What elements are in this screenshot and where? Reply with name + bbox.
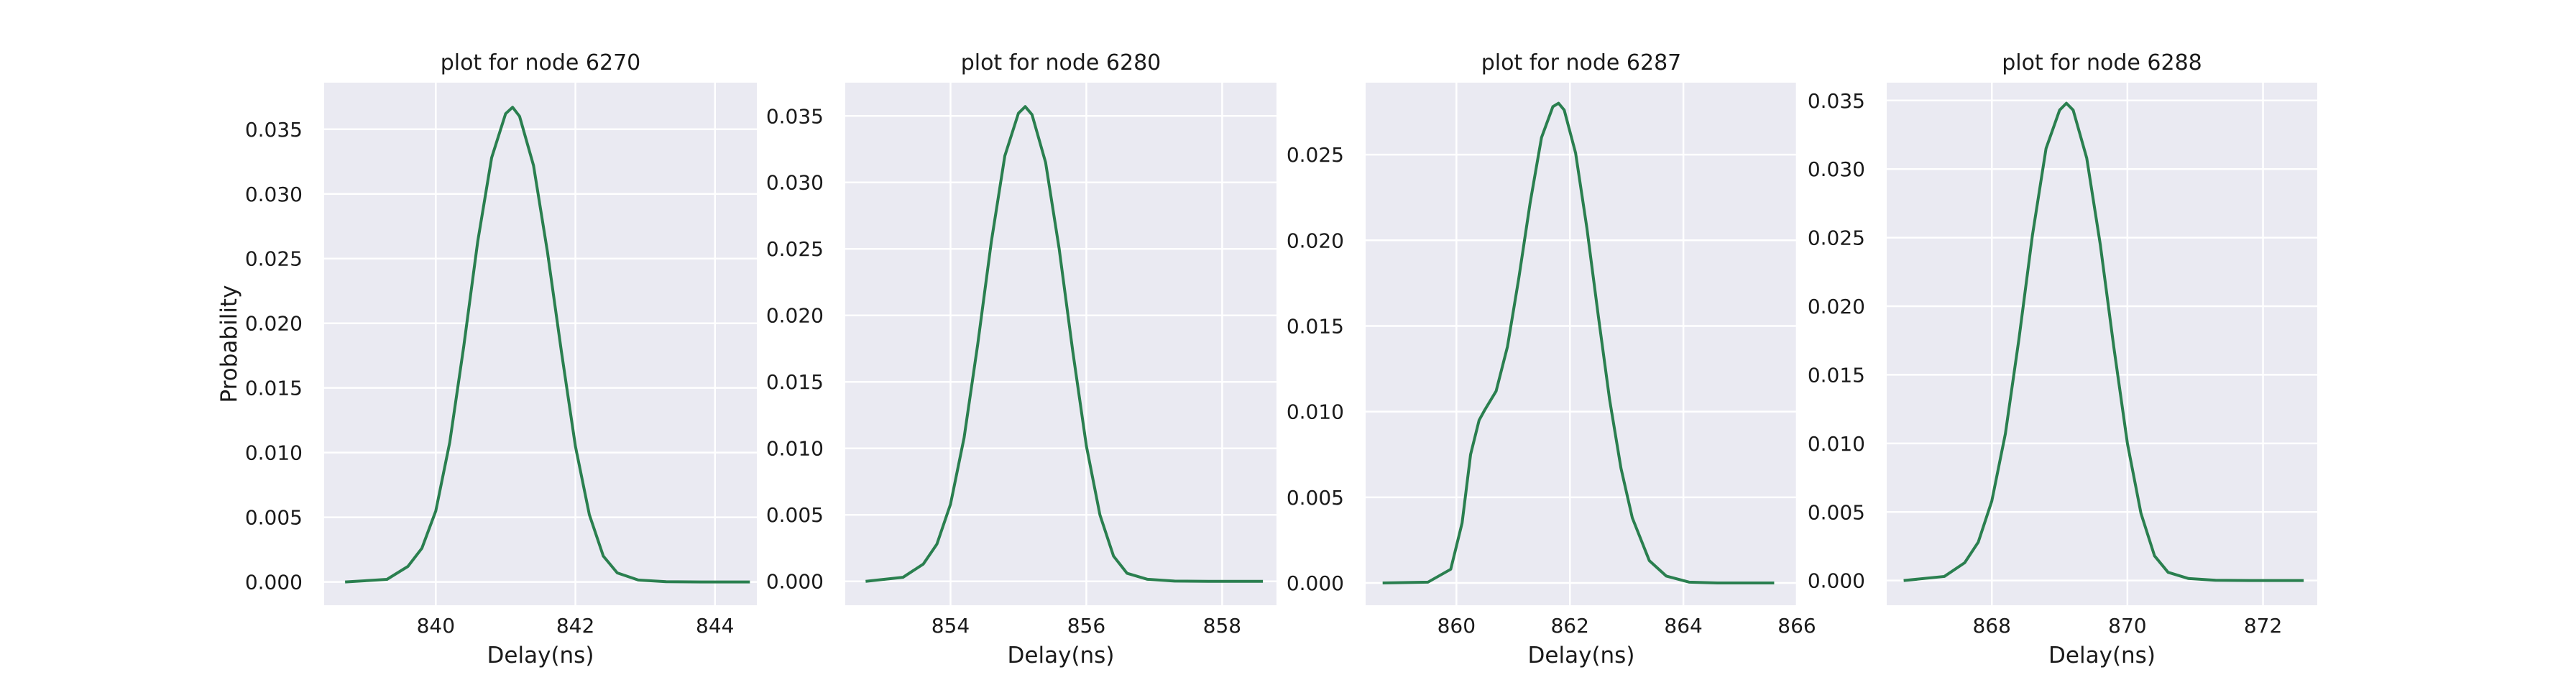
- chart-4-y-tick-label: 0.030: [1808, 157, 1865, 181]
- chart-3-plot-area: [1366, 83, 1797, 605]
- chart-4-y-tick-label: 0.010: [1808, 432, 1865, 456]
- chart-1-plot-area: [324, 83, 757, 605]
- chart-4-series-line: [1903, 101, 2304, 582]
- chart-1-title: plot for node 6270: [441, 50, 641, 75]
- chart-3-y-tick-label: 0.005: [1287, 486, 1344, 510]
- chart-1-x-axis-label: Delay(ns): [487, 643, 594, 668]
- chart-1-y-axis-label: Probability: [216, 285, 242, 403]
- chart-1-y-tick-label: 0.015: [245, 377, 303, 400]
- chart-1-x-tick-label: 844: [696, 614, 734, 638]
- chart-3-y-tick-label: 0.010: [1287, 400, 1344, 424]
- chart-3-panel: 860 862 864 866 0.000 0.005 0.010 0.015 0.020 0.0…: [1287, 50, 1816, 668]
- chart-1-x-tick-label: 842: [556, 614, 594, 638]
- chart-1-panel: 840 842 844 0.000 0.005 0.010 0.015 0.020 0.025 0…: [216, 50, 757, 668]
- chart-1-y-tick-label: 0.020: [245, 312, 303, 336]
- chart-4-y-tick-label: 0.025: [1808, 226, 1865, 250]
- chart-4-x-tick-label: 868: [1972, 614, 2010, 638]
- chart-2-y-tick-label: 0.015: [766, 370, 824, 394]
- chart-2-y-tick-label: 0.025: [766, 237, 824, 261]
- chart-4-y-tick-label: 0.005: [1808, 500, 1865, 524]
- chart-2-x-axis-label: Delay(ns): [1008, 643, 1115, 668]
- chart-3-x-tick-label: 860: [1438, 614, 1476, 638]
- chart-3-series-line: [1382, 101, 1775, 585]
- chart-1-y-tick-label: 0.005: [245, 506, 303, 530]
- chart-2-y-tick-label: 0.000: [766, 570, 824, 594]
- chart-2-y-tick-label: 0.030: [766, 171, 824, 195]
- chart-4-x-tick-label: 872: [2244, 614, 2282, 638]
- chart-3-y-tick-label: 0.025: [1287, 143, 1344, 167]
- chart-4-title: plot for node 6288: [2002, 50, 2202, 75]
- chart-3-x-axis-label: Delay(ns): [1528, 643, 1635, 668]
- chart-2-panel: 854 856 858 0.000 0.005 0.010 0.015 0.020 0.025 0…: [766, 50, 1276, 668]
- chart-1-y-tick-label: 0.030: [245, 183, 303, 206]
- chart-2-y-tick-label: 0.005: [766, 503, 824, 527]
- chart-1-y-tick-label: 0.000: [245, 571, 303, 594]
- chart-2-series-line: [865, 105, 1264, 583]
- chart-2-y-tick-label: 0.020: [766, 304, 824, 328]
- chart-1-y-tick-label: 0.010: [245, 441, 303, 465]
- chart-4-y-tick-label: 0.000: [1808, 569, 1865, 593]
- chart-3-y-tick-label: 0.000: [1287, 571, 1344, 595]
- chart-1-series-line: [345, 106, 750, 584]
- chart-2-y-tick-label: 0.035: [766, 104, 824, 128]
- chart-3-x-tick-label: 866: [1777, 614, 1816, 638]
- chart-3-title: plot for node 6287: [1481, 50, 1682, 75]
- chart-2-plot-area: [845, 83, 1276, 605]
- chart-4-y-tick-label: 0.020: [1808, 295, 1865, 318]
- chart-4-plot-area: [1887, 83, 2317, 605]
- chart-3-x-tick-label: 864: [1664, 614, 1702, 638]
- chart-2-x-tick-label: 854: [932, 614, 970, 638]
- chart-3-y-tick-label: 0.020: [1287, 229, 1344, 252]
- chart-3-x-tick-label: 862: [1550, 614, 1588, 638]
- chart-4-x-tick-label: 870: [2108, 614, 2146, 638]
- chart-2-y-tick-label: 0.010: [766, 437, 824, 461]
- chart-4-x-axis-label: Delay(ns): [2048, 643, 2156, 668]
- chart-2-title: plot for node 6280: [961, 50, 1162, 75]
- chart-4-y-tick-label: 0.035: [1808, 89, 1865, 113]
- chart-4-y-tick-label: 0.015: [1808, 363, 1865, 387]
- chart-3-y-tick-label: 0.015: [1287, 314, 1344, 338]
- chart-4-panel: 868 870 872 0.000 0.005 0.010 0.015 0.020 0.025 0…: [1808, 50, 2317, 668]
- chart-1-y-tick-label: 0.025: [245, 247, 303, 271]
- chart-2-x-tick-label: 858: [1203, 614, 1241, 638]
- chart-2-x-tick-label: 856: [1067, 614, 1105, 638]
- chart-1-x-tick-label: 840: [417, 614, 455, 638]
- chart-1-y-tick-label: 0.035: [245, 118, 303, 142]
